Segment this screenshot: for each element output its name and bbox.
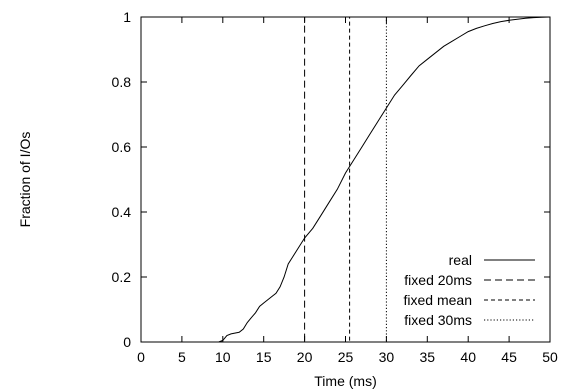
legend-label: fixed 30ms (404, 312, 472, 328)
series-line-fixed-mean (141, 16, 550, 343)
x-tick-label: 35 (420, 349, 436, 365)
series-group (141, 16, 551, 343)
plot-frame (140, 16, 551, 343)
legend: real fixed 20ms fixed mean fixed 30ms (404, 252, 535, 328)
x-axis-label: Time (ms) (314, 373, 376, 389)
x-tick-label: 40 (460, 349, 476, 365)
legend-label: fixed mean (404, 292, 472, 308)
axis-ticks: 0 5 10 15 20 25 30 35 40 45 50 0 0.2 0.4 0.6 0.8 1 (112, 9, 558, 365)
x-tick-label: 20 (297, 349, 313, 365)
y-tick-label: 1 (123, 9, 131, 25)
x-tick-label: 10 (215, 349, 231, 365)
x-tick-label: 5 (178, 349, 186, 365)
x-tick-label: 45 (501, 349, 517, 365)
x-tick-label: 15 (256, 349, 272, 365)
y-axis-label: Fraction of I/Os (17, 132, 33, 228)
x-tick-label: 50 (542, 349, 558, 365)
x-tick-label: 30 (379, 349, 395, 365)
y-tick-label: 0.8 (112, 74, 132, 90)
y-tick-label: 0.2 (112, 269, 132, 285)
series-line-fixed-20ms (141, 16, 550, 343)
x-tick-label: 0 (137, 349, 145, 365)
y-tick-label: 0 (123, 334, 131, 350)
x-tick-label: 25 (338, 349, 354, 365)
y-tick-label: 0.6 (112, 139, 132, 155)
legend-label: real (449, 252, 472, 268)
series-line-real (218, 16, 551, 343)
series-line-fixed-30ms (141, 16, 550, 343)
y-tick-label: 0.4 (112, 204, 132, 220)
legend-label: fixed 20ms (404, 272, 472, 288)
